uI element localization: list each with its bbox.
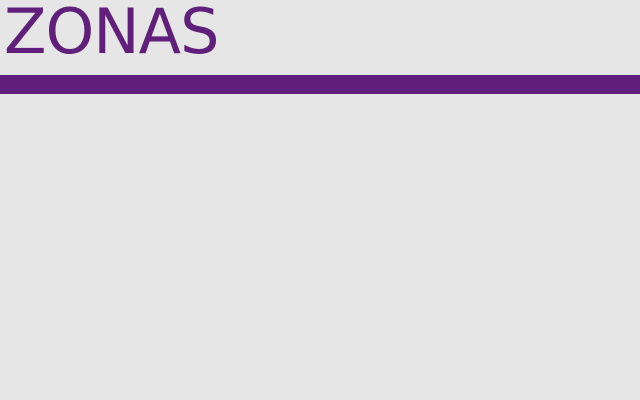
header-divider-bar: [0, 75, 640, 94]
page-title: ZONAS: [4, 0, 219, 68]
zones-content-area: [0, 94, 640, 400]
page-header: ZONAS: [0, 0, 640, 75]
